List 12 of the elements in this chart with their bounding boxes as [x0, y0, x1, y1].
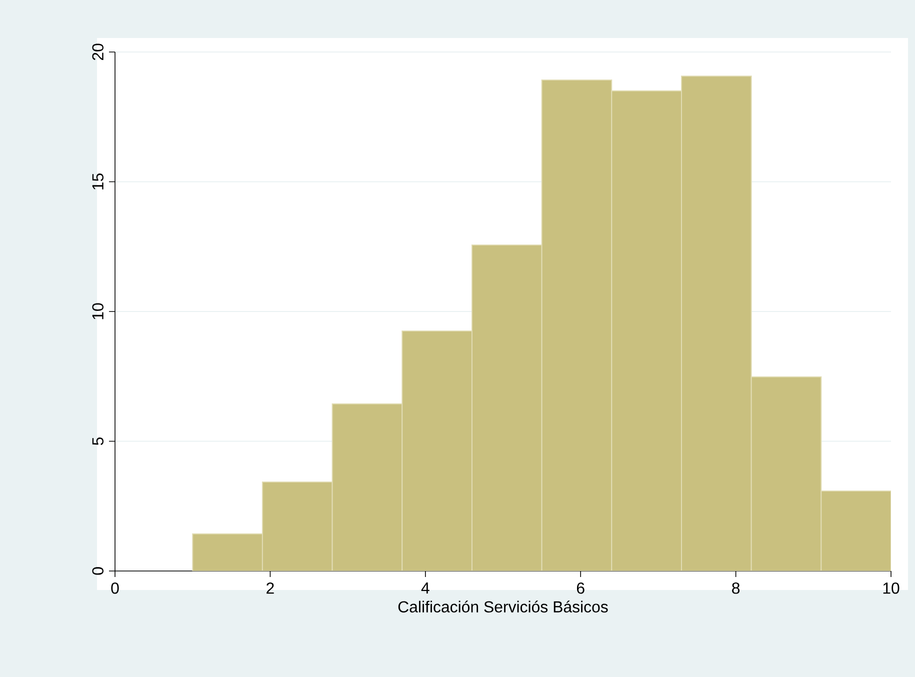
y-tick-label: 15	[92, 174, 104, 190]
x-axis-title: Calificación Serviciós Básicos	[398, 600, 608, 612]
x-tick-label: 2	[266, 582, 274, 594]
y-tick-label: 10	[92, 303, 104, 320]
x-tick-label: 6	[576, 582, 584, 594]
y-tick-label: 5	[92, 437, 104, 446]
y-tick-label: 20	[92, 44, 104, 60]
x-tick-label: 4	[421, 582, 430, 594]
y-tick-label: 0	[92, 567, 104, 575]
x-tick-label: 8	[732, 582, 740, 594]
x-tick-label: 0	[111, 582, 119, 594]
x-tick-label: 10	[883, 582, 900, 594]
